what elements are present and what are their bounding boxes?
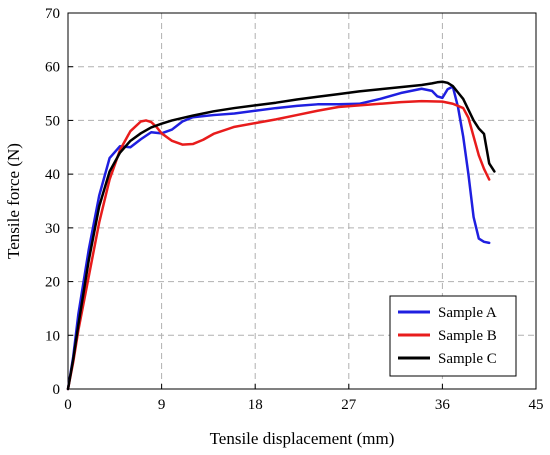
legend-label-sample-c: Sample C (438, 351, 497, 367)
x-tick-label: 27 (341, 397, 357, 413)
y-tick-label: 30 (45, 221, 60, 237)
y-tick-label: 50 (45, 113, 60, 129)
legend-label-sample-b: Sample B (438, 328, 497, 344)
legend: Sample A Sample B Sample C (389, 295, 517, 377)
x-tick-label: 36 (435, 397, 451, 413)
series-line-sample-c (66, 80, 496, 391)
y-tick-label: 40 (45, 167, 60, 183)
x-tick-label: 18 (248, 397, 263, 413)
y-tick-label: 10 (45, 328, 60, 344)
axis-ticks: 0 9 18 27 36 45 0 10 20 30 40 50 60 70 (45, 6, 544, 413)
series-lines (66, 80, 496, 391)
plot-frame (67, 12, 537, 390)
y-tick-label: 70 (45, 6, 60, 22)
x-axis-label: Tensile displacement (mm) (210, 429, 395, 448)
x-tick-label: 0 (64, 397, 72, 413)
x-tick-label: 9 (158, 397, 166, 413)
y-axis-label: Tensile force (N) (4, 143, 23, 259)
y-tick-label: 60 (45, 60, 60, 76)
legend-label-sample-a: Sample A (438, 305, 497, 321)
x-tick-label: 45 (529, 397, 544, 413)
y-tick-label: 20 (45, 275, 60, 291)
y-tick-label: 0 (53, 382, 61, 398)
